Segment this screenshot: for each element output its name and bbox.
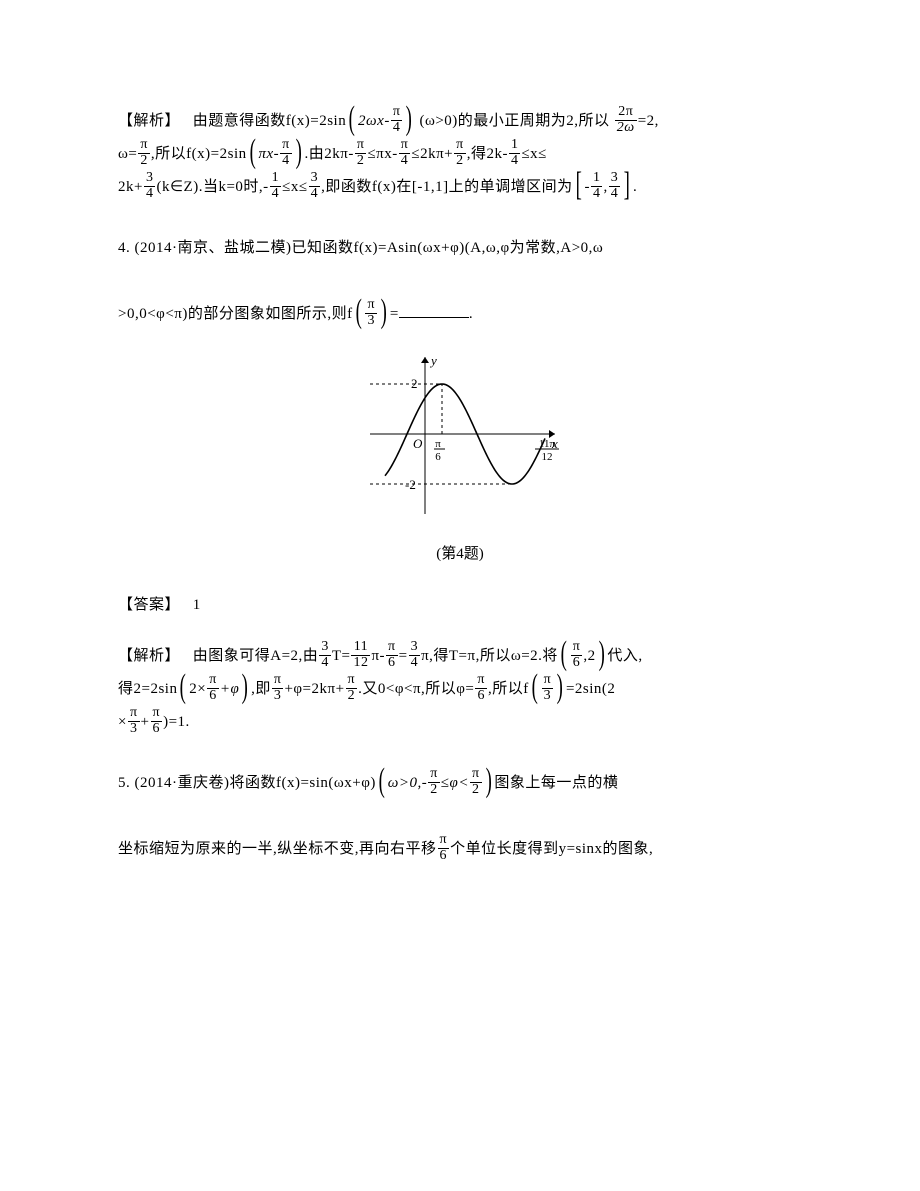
page: 【解析】 由题意得函数f(x)=2sin(2ωx-π4) (ω>0)的最小正周期… [0, 0, 920, 944]
text: ≤πx- [367, 146, 397, 162]
frac-3-4: 34 [319, 640, 331, 670]
frac-pi-2: π2 [138, 138, 150, 168]
text: . [633, 179, 637, 195]
text: 4. (2014·南京、盐城二模)已知函数f(x)=Asin(ωx+φ)(A,ω… [118, 240, 603, 256]
frac-pi-3: π3 [365, 298, 377, 328]
svg-text:O: O [413, 436, 423, 451]
frac-pi-6: π6 [386, 640, 398, 670]
text: >0,0<φ<π)的部分图象如图所示,则f [118, 306, 353, 322]
text: T= [332, 648, 351, 664]
text: +φ [220, 681, 239, 697]
frac-pi-3: π3 [272, 673, 284, 703]
frac-pi-6: π6 [438, 833, 450, 863]
frac-3-4: 34 [609, 171, 621, 201]
text: ≤x≤ [521, 146, 546, 162]
text: 5. (2014·重庆卷)将函数f(x)=sin(ωx+φ) [118, 775, 376, 791]
text: ,2 [583, 648, 595, 664]
text: .由2kπ- [305, 146, 354, 162]
text: ω>0,- [388, 775, 427, 791]
text: , [603, 179, 607, 195]
frac-3-4: 34 [309, 171, 321, 201]
text: ,即 [251, 681, 271, 697]
text: ≤φ< [441, 775, 469, 791]
text: = [399, 648, 408, 664]
text: 由图象可得A=2,由 [193, 648, 319, 664]
svg-text:2: 2 [411, 376, 418, 391]
text: 代入, [607, 648, 642, 664]
label-answer: 【答案】 [118, 597, 180, 613]
q3-jiexi: 【解析】 由题意得函数f(x)=2sin(2ωx-π4) (ω>0)的最小正周期… [118, 105, 802, 204]
text: +φ=2kπ+ [284, 681, 344, 697]
q4-stem: 4. (2014·南京、盐城二模)已知函数f(x)=Asin(ωx+φ)(A,ω… [118, 232, 802, 331]
text: 得2=2sin [118, 681, 177, 697]
expr: 2ωx [358, 113, 384, 129]
svg-text:12: 12 [542, 451, 553, 463]
q4-figure: yxO2-2π611π12 [118, 349, 802, 532]
text: + [141, 714, 150, 730]
frac-pi-6: π6 [571, 640, 583, 670]
text: ,得2k- [467, 146, 508, 162]
q4-answer: 【答案】 1 [118, 589, 802, 622]
frac-pi-2: π2 [470, 767, 482, 797]
text: ,即函数f(x)在[-1,1]上的单调增区间为 [321, 179, 572, 195]
text: 坐标缩短为原来的一半,纵坐标不变,再向右平移 [118, 841, 437, 857]
frac-1-4: 14 [270, 171, 282, 201]
text: =2sin(2 [566, 681, 615, 697]
text: π- [371, 648, 385, 664]
frac-pi-6: π6 [207, 673, 219, 703]
frac-1-4: 14 [509, 138, 521, 168]
text: π,得T=π,所以ω=2.将 [421, 648, 558, 664]
text: × [118, 714, 127, 730]
frac-3-4: 34 [409, 640, 421, 670]
frac-2pi-2w: 2π2ω [615, 105, 637, 135]
q5-stem: 5. (2014·重庆卷)将函数f(x)=sin(ωx+φ)(ω>0,-π2≤φ… [118, 767, 802, 866]
svg-text:-2: -2 [405, 477, 416, 492]
frac-pi-2: π2 [346, 673, 358, 703]
text: - [584, 179, 590, 195]
frac-pi-2: π2 [428, 767, 440, 797]
text: 2× [189, 681, 206, 697]
sine-chart: yxO2-2π611π12 [360, 349, 560, 519]
text: ,所以f(x)=2sin [151, 146, 247, 162]
frac-1-4: 14 [591, 171, 603, 201]
answer-value: 1 [193, 597, 201, 613]
text: 由题意得函数f(x)=2sin [193, 113, 346, 129]
frac-pi-4: π4 [391, 105, 403, 135]
text: .又0<φ<π,所以φ= [358, 681, 474, 697]
label-jiexi: 【解析】 [118, 113, 180, 129]
text: ≤x≤ [282, 179, 307, 195]
frac-pi-4: π4 [280, 138, 292, 168]
frac-pi-2: π2 [355, 138, 367, 168]
text: 图象上每一点的横 [494, 775, 618, 791]
expr: πx [258, 146, 273, 162]
q4-jiexi: 【解析】 由图象可得A=2,由34T=1112π-π6=34π,得T=π,所以ω… [118, 640, 802, 739]
text: ≤2kπ+ [411, 146, 453, 162]
frac-3-4: 34 [144, 171, 156, 201]
text: (ω>0)的最小正周期为2,所以 [419, 113, 609, 129]
frac-pi-2: π2 [454, 138, 466, 168]
frac-11-12: 1112 [351, 640, 370, 670]
text: )=1. [163, 714, 190, 730]
text: = [390, 306, 399, 322]
text: ω= [118, 146, 137, 162]
fill-blank [399, 304, 469, 319]
frac-pi-6: π6 [475, 673, 487, 703]
label-jiexi: 【解析】 [118, 648, 180, 664]
text: 2k+ [118, 179, 143, 195]
text: (k∈Z).当k=0时,- [156, 179, 268, 195]
frac-pi-4: π4 [399, 138, 411, 168]
svg-text:11π: 11π [539, 438, 556, 450]
text: ,所以f [488, 681, 529, 697]
q4-caption: (第4题) [118, 538, 802, 571]
svg-text:π: π [435, 438, 441, 450]
svg-text:y: y [429, 353, 437, 368]
text: 个单位长度得到y=sinx的图象, [450, 841, 653, 857]
frac-pi-3: π3 [542, 673, 554, 703]
frac-pi-6: π6 [151, 706, 163, 736]
text: =2, [638, 113, 659, 129]
frac-pi-3: π3 [128, 706, 140, 736]
svg-text:6: 6 [435, 451, 441, 463]
